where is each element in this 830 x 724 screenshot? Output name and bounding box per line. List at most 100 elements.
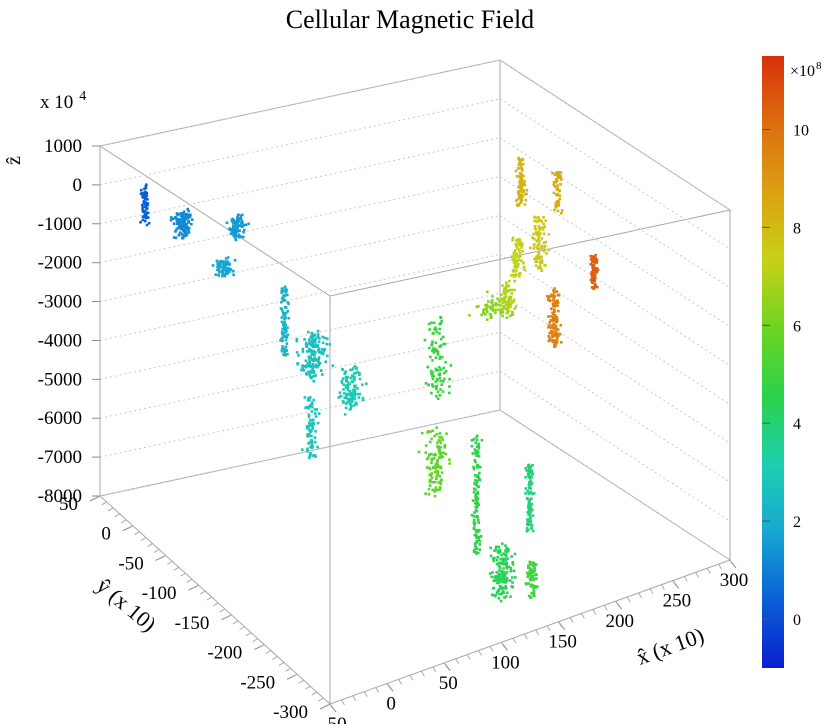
data-point (491, 295, 494, 298)
data-point (431, 349, 434, 353)
data-point (142, 199, 146, 203)
data-point (480, 313, 483, 317)
data-point (535, 577, 538, 580)
x-minor-tick (478, 650, 483, 656)
data-point (240, 225, 244, 228)
data-point (593, 255, 596, 259)
data-point (532, 243, 536, 247)
data-point (476, 451, 480, 455)
data-point (427, 487, 431, 491)
data-point (555, 340, 559, 344)
data-point (556, 187, 559, 190)
data-point (529, 483, 533, 487)
data-point (232, 231, 235, 235)
data-point (441, 355, 444, 359)
x-minor-tick (672, 580, 677, 586)
data-point (310, 365, 313, 368)
data-point (310, 340, 314, 344)
data-point (513, 307, 517, 311)
data-point (429, 452, 433, 456)
data-point (187, 209, 190, 213)
data-point (492, 579, 496, 583)
data-point (438, 355, 442, 358)
data-point (356, 387, 359, 390)
data-point (516, 246, 519, 250)
data-point (307, 338, 311, 341)
point-cluster (551, 170, 564, 215)
x-tick-label: -50 (321, 714, 346, 724)
data-point (518, 274, 521, 278)
data-point (517, 242, 520, 246)
data-point (525, 192, 528, 196)
data-point (349, 394, 353, 397)
data-point (520, 190, 524, 194)
data-point (543, 225, 547, 229)
data-point (351, 394, 355, 398)
data-point (514, 260, 518, 264)
z-tick-label: -6000 (38, 408, 82, 429)
data-point (501, 591, 504, 594)
data-point (552, 316, 555, 320)
data-point (504, 579, 507, 582)
data-point (533, 566, 536, 569)
data-point (420, 431, 424, 435)
data-point (434, 486, 438, 489)
data-point (225, 267, 229, 271)
data-point (555, 331, 558, 335)
data-point (518, 255, 521, 259)
data-point (555, 317, 559, 320)
data-point (530, 583, 534, 587)
data-point (435, 348, 438, 352)
data-point (516, 197, 520, 201)
data-point (181, 216, 184, 220)
data-point (438, 345, 442, 349)
data-point (351, 398, 354, 401)
data-point (557, 204, 561, 207)
data-point (308, 375, 312, 378)
data-point (525, 529, 529, 533)
data-point (537, 215, 540, 219)
data-point (439, 379, 443, 383)
data-point (538, 226, 541, 230)
data-point (498, 569, 501, 572)
data-point (428, 478, 432, 482)
data-point (169, 216, 173, 219)
data-point (497, 545, 501, 549)
data-point (216, 268, 219, 272)
data-point (281, 327, 285, 331)
data-point (434, 341, 438, 345)
data-point (551, 302, 555, 306)
data-point (514, 273, 518, 276)
data-point (550, 307, 553, 311)
data-point (500, 542, 504, 545)
data-point (182, 213, 186, 216)
data-point (542, 232, 546, 236)
data-point (475, 454, 479, 458)
data-point (525, 582, 528, 586)
data-point (510, 292, 514, 295)
colorbar-ticks: 10 8 6 4 2 0 (762, 122, 809, 629)
x-minor-tick (420, 670, 425, 677)
data-point (320, 352, 323, 355)
data-point (505, 571, 509, 574)
x-minor-tick (569, 617, 574, 623)
data-point (547, 339, 551, 343)
data-point (556, 301, 560, 305)
data-point (525, 571, 529, 575)
data-point (507, 299, 510, 303)
data-point (142, 196, 145, 199)
data-point (499, 558, 503, 561)
data-point (505, 561, 508, 565)
data-point (174, 236, 178, 240)
data-point (228, 270, 231, 273)
data-point (346, 383, 350, 387)
data-point (512, 298, 516, 302)
data-point (475, 540, 479, 544)
data-point (352, 404, 356, 407)
data-point (228, 227, 231, 231)
data-point (504, 595, 508, 598)
data-point (472, 467, 476, 471)
data-point (489, 546, 492, 550)
data-point (482, 312, 486, 315)
data-point (311, 424, 314, 428)
